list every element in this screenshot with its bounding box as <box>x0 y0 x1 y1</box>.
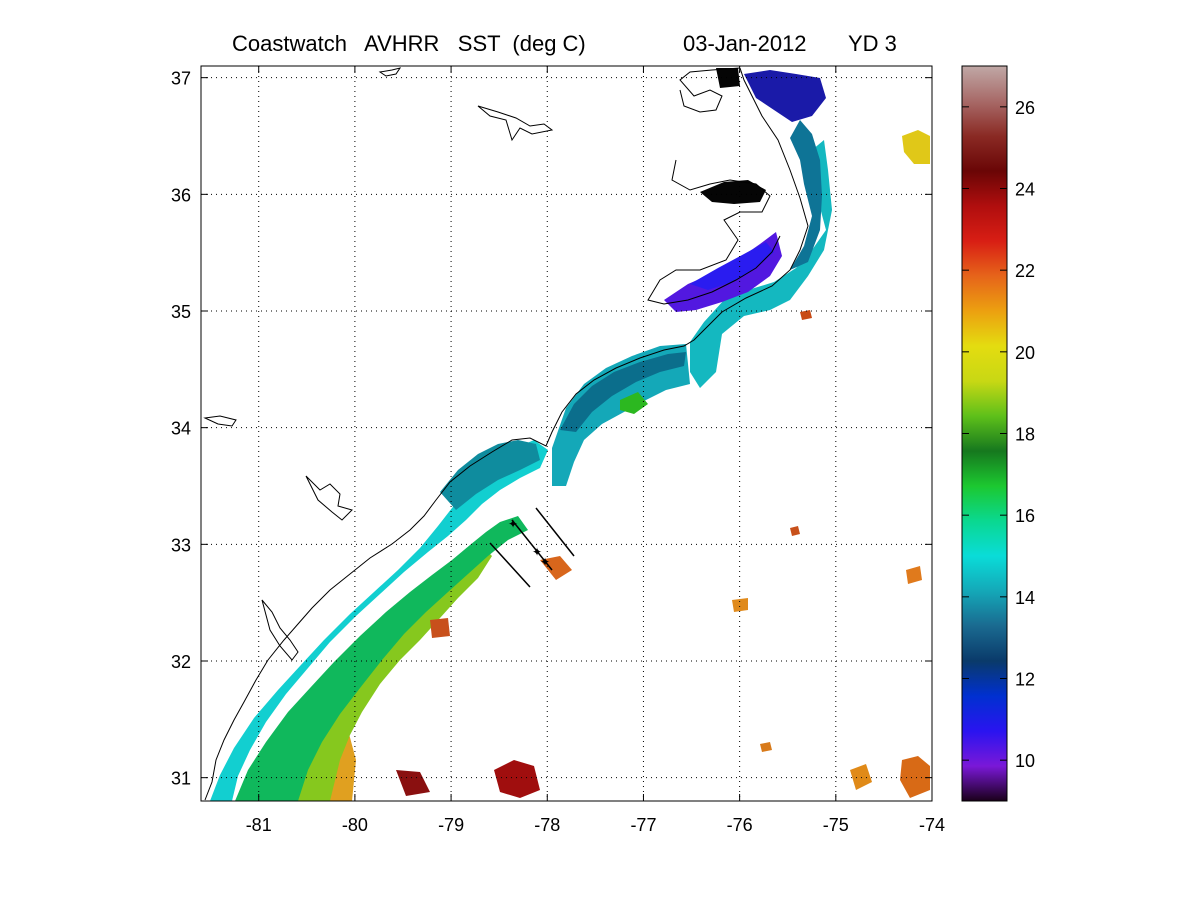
x-tick-label: -80 <box>342 815 368 835</box>
sst-offshore-orange-5 <box>732 598 748 612</box>
transect-line-3 <box>535 507 575 557</box>
sst-sound-navy <box>744 70 826 122</box>
sst-albemarle-black <box>700 180 766 204</box>
y-tick-label: 35 <box>171 302 191 322</box>
x-tick-label: -78 <box>534 815 560 835</box>
sst-offshore-red-1 <box>494 760 540 798</box>
colorbar-tick-label: 20 <box>1015 343 1035 363</box>
x-tick-label: -76 <box>727 815 753 835</box>
x-tick-label: -77 <box>630 815 656 835</box>
colorbar-tick-label: 22 <box>1015 261 1035 281</box>
colorbar: 10 12 14 16 18 20 22 24 26 <box>961 65 1035 802</box>
transect-marker-3: ✦ <box>540 555 550 569</box>
coastline <box>203 67 809 801</box>
sst-offshore-orange-4 <box>430 618 450 638</box>
coastline-sounds <box>647 67 781 305</box>
sst-offshore-red-2 <box>396 770 430 796</box>
y-tick-label: 33 <box>171 535 191 555</box>
title-date: 03-Jan-2012 <box>683 31 807 56</box>
axis-labels: -81 -80 -79 -78 -77 -76 -75 -74 31 32 33 34 35 36 37 <box>171 69 945 835</box>
sst-hatteras-shelf <box>690 140 832 388</box>
sst-green-band <box>235 516 528 801</box>
sst-offshore-small-2 <box>790 526 800 536</box>
sst-teal-nearshore <box>440 440 540 510</box>
gridlines <box>201 66 933 801</box>
x-tick-label: -75 <box>823 815 849 835</box>
x-tick-label: -79 <box>438 815 464 835</box>
map-area: ✦ ✦ ✦ -81 -80 -79 -78 -77 -76 -75 -74 31 32 33 34 35… <box>171 65 945 835</box>
colorbar-tick-label: 24 <box>1015 180 1035 200</box>
y-tick-label: 37 <box>171 69 191 89</box>
sst-cyan-band <box>210 440 548 801</box>
x-tick-label: -81 <box>246 815 272 835</box>
transect-line-2 <box>511 519 553 571</box>
sst-pamlico-purple <box>690 242 774 290</box>
colorbar-gradient-bar <box>962 66 1007 801</box>
sst-offshore-small-3 <box>760 742 772 752</box>
transect-line-1 <box>489 542 531 588</box>
y-tick-label: 36 <box>171 185 191 205</box>
sst-offshore-small-1 <box>800 310 812 320</box>
title-product: Coastwatch AVHRR SST (deg C) <box>232 31 586 56</box>
sst-chesapeake-black <box>716 68 740 88</box>
sst-offshore-orange-6 <box>906 566 922 584</box>
sst-green-patch <box>620 392 648 414</box>
y-tick-label: 31 <box>171 769 191 789</box>
title-yearday: YD 3 <box>848 31 897 56</box>
sst-offshore-orange-1 <box>900 756 930 798</box>
map-frame <box>200 65 933 802</box>
colorbar-tick-label: 12 <box>1015 670 1035 690</box>
transect-markers: ✦ ✦ ✦ <box>508 517 550 569</box>
coastline-rivers <box>203 67 554 661</box>
y-tick-label: 32 <box>171 652 191 672</box>
sst-field <box>210 68 930 801</box>
sst-hatteras-teal <box>790 120 822 270</box>
colorbar-ticks <box>962 106 1007 761</box>
colorbar-tick-label: 14 <box>1015 588 1035 608</box>
x-tick-label: -74 <box>919 815 945 835</box>
colorbar-tick-label: 10 <box>1015 751 1035 771</box>
sst-offshore-orange-2 <box>850 764 872 790</box>
colorbar-tick-label: 18 <box>1015 425 1035 445</box>
colorbar-labels: 10 12 14 16 18 20 22 24 26 <box>1015 98 1035 771</box>
sst-onslow-bay <box>552 344 690 486</box>
axis-ticks <box>201 66 933 801</box>
transect-marker-2: ✦ <box>532 545 542 559</box>
coastline-mainland <box>204 67 809 801</box>
y-tick-label: 34 <box>171 419 191 439</box>
sst-gulfstream-offshore <box>902 130 930 164</box>
transect-marker-1: ✦ <box>508 517 518 531</box>
colorbar-tick-label: 16 <box>1015 506 1035 526</box>
sst-onslow-inner <box>560 352 686 432</box>
colorbar-tick-label: 26 <box>1015 98 1035 118</box>
sst-offshore-orange-3 <box>540 556 572 580</box>
transect-lines <box>489 507 575 588</box>
